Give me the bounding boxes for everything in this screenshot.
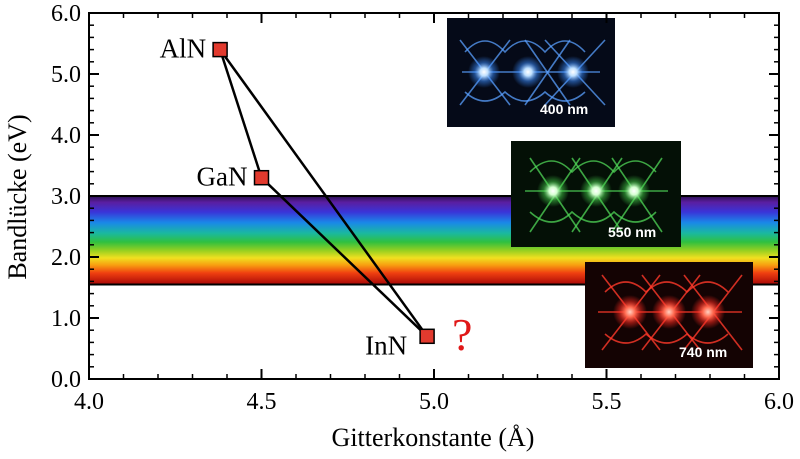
inset-label-740nm: 740 nm (679, 344, 727, 360)
connection-line-aln-gan (218, 49, 263, 179)
connection-line-aln-inn (219, 48, 429, 338)
point-labels: AlN GaN InN (160, 34, 408, 361)
y-tick-label: 2.0 (51, 245, 81, 271)
x-tick-label: 4.5 (247, 389, 277, 415)
axis-ticks (88, 12, 780, 380)
connection-line-gan-inn (260, 176, 428, 338)
point-label-inn: InN (365, 330, 407, 360)
question-mark-annotation: ? (452, 309, 472, 360)
y-tick-label: 6.0 (51, 1, 81, 27)
data-point-aln (212, 41, 228, 58)
y-tick-label: 3.0 (51, 184, 81, 210)
inset-label-400nm: 400 nm (540, 101, 588, 117)
point-label-gan: GaN (197, 162, 248, 192)
y-tick-label: 0.0 (51, 367, 81, 393)
x-axis-label: Gitterkonstante (Å) (332, 423, 535, 452)
y-tick-label: 4.0 (51, 123, 81, 149)
y-tick-label: 5.0 (51, 62, 81, 88)
data-point-inn (419, 328, 435, 345)
inset-label-550nm: 550 nm (608, 224, 656, 240)
x-tick-label: 6.0 (764, 389, 794, 415)
point-label-aln: AlN (160, 34, 207, 64)
connection-lines (218, 48, 429, 338)
x-tick-label: 4.0 (74, 389, 104, 415)
x-tick-label: 5.5 (592, 389, 622, 415)
tick-labels: 4.0 4.5 5.0 5.5 6.0 0.0 1.0 2.0 3.0 4.0 5.0 6.0 (51, 1, 794, 415)
data-points (212, 41, 435, 345)
led-inset-green: 550 nm (511, 141, 681, 247)
data-point-gan (253, 169, 270, 186)
led-inset-red: 740 nm (585, 262, 753, 368)
led-inset-blue: 400 nm (447, 18, 615, 127)
x-tick-label: 5.0 (419, 389, 449, 415)
y-tick-label: 1.0 (51, 306, 81, 332)
y-axis-label: Bandlücke (eV) (3, 114, 32, 279)
